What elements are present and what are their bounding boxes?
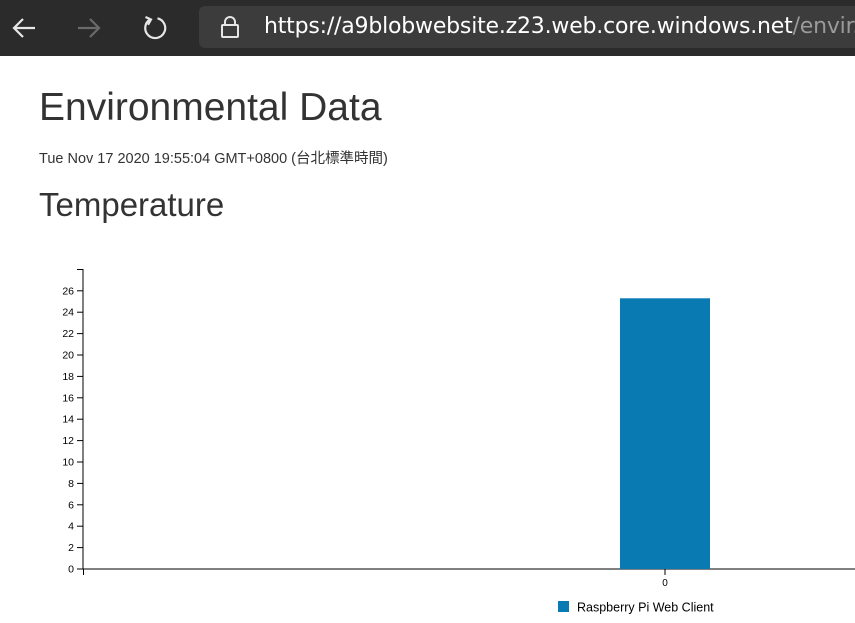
timestamp: Tue Nov 17 2020 19:55:04 GMT+0800 (台北標準時…: [39, 151, 388, 167]
y-tick-label: 8: [68, 478, 74, 490]
forward-button[interactable]: [69, 8, 109, 48]
page-title: Environmental Data: [39, 86, 382, 129]
y-tick-label: 10: [62, 457, 74, 469]
y-tick-label: 14: [62, 414, 74, 426]
lock-icon: [221, 16, 239, 38]
y-tick-label: 12: [62, 435, 74, 447]
y-tick-label: 22: [62, 328, 74, 340]
section-title: Temperature: [39, 186, 225, 223]
refresh-icon: [144, 15, 167, 40]
y-tick-label: 26: [62, 285, 74, 297]
y-tick-label: 24: [62, 307, 74, 319]
y-tick-label: 16: [62, 392, 74, 404]
arrow-right-icon: [78, 18, 101, 38]
legend-label: Raspberry Pi Web Client: [577, 601, 714, 615]
url-path: /envir...: [792, 14, 855, 39]
browser-toolbar: https://a9blobwebsite.z23.web.core.windo…: [0, 0, 855, 56]
x-tick-label: 0: [662, 578, 668, 589]
refresh-button[interactable]: [135, 8, 175, 48]
arrow-left-icon: [12, 18, 35, 38]
legend-swatch: [558, 601, 569, 612]
y-tick-label: 6: [68, 499, 74, 511]
y-tick-label: 4: [68, 521, 74, 533]
y-tick-label: 2: [68, 542, 74, 554]
y-tick-label: 0: [68, 564, 74, 576]
bar: [620, 298, 710, 569]
url-host: https://a9blobwebsite.z23.web.core.windo…: [264, 14, 793, 39]
address-bar[interactable]: https://a9blobwebsite.z23.web.core.windo…: [199, 6, 855, 48]
back-button[interactable]: [4, 8, 44, 48]
url-text: https://a9blobwebsite.z23.web.core.windo…: [264, 13, 855, 41]
y-tick-label: 18: [62, 371, 74, 383]
y-tick-label: 20: [62, 350, 74, 362]
